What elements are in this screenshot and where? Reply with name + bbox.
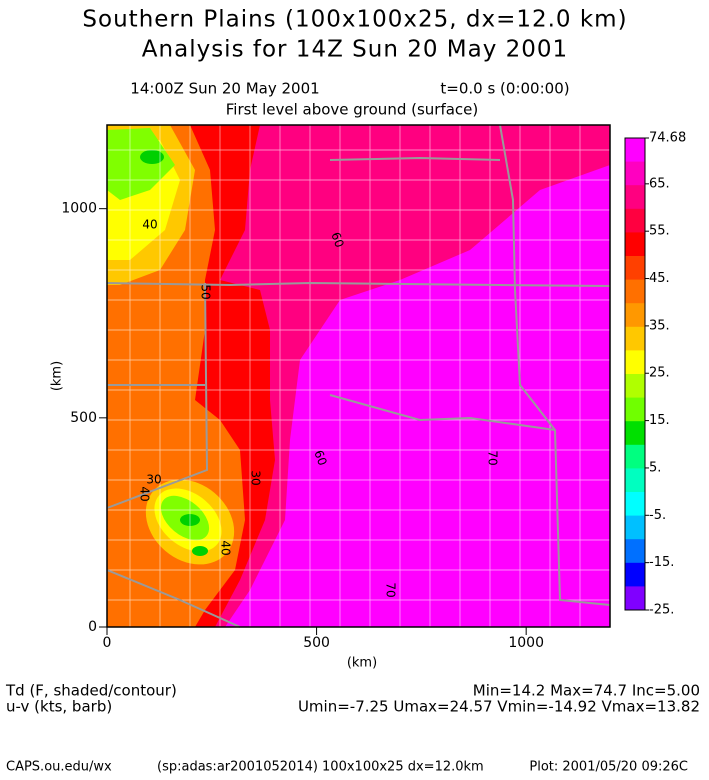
contour-labels: 40 50 60 30 40 40 30 60 70 70 — [138, 218, 500, 598]
vector-label: u-v (kts, barb) — [6, 698, 112, 716]
colorbar-frame — [624, 137, 646, 611]
colorbar-swatch — [625, 303, 645, 328]
contour-label: 70 — [384, 582, 398, 597]
colorbar-swatch — [625, 515, 645, 540]
colorbar-swatch — [625, 492, 645, 517]
wind-stats: Umin=-7.25 Umax=24.57 Vmin=-14.92 Vmax=1… — [298, 698, 700, 716]
colorbar-label: 15. — [649, 413, 670, 428]
contour-label: 30 — [146, 473, 161, 487]
colorbar-swatch — [625, 397, 645, 422]
plot-frame — [106, 124, 611, 628]
colorbar-swatch — [625, 185, 645, 210]
colorbar-label: -5. — [649, 508, 666, 523]
colorbar-swatch — [625, 326, 645, 351]
x-tick-label: 0 — [103, 635, 112, 651]
contour-label: 60 — [311, 448, 329, 467]
contour-label: 40 — [142, 218, 157, 232]
plot-time: Plot: 2001/05/20 09:26C — [529, 760, 688, 775]
run-info: (sp:adas:ar2001052014) 100x100x25 dx=12.… — [157, 760, 484, 775]
y-tick-label: 1000 — [61, 201, 97, 217]
y-tick-label: 500 — [70, 410, 97, 426]
subtitle: Analysis for 14Z Sun 20 May 2001 — [142, 37, 568, 63]
title: Southern Plains (100x100x25, dx=12.0 km) — [82, 7, 627, 33]
y-tick-label: 0 — [88, 619, 97, 635]
x-axis-label: (km) — [347, 656, 377, 671]
colorbar-label: -15. — [649, 555, 674, 570]
colorbar-swatch — [625, 444, 645, 469]
colorbar-swatch — [625, 468, 645, 493]
colorbar-swatch — [625, 539, 645, 564]
field-label: Td (F, shaded/contour) — [5, 682, 177, 700]
contour-label: 50 — [199, 284, 213, 299]
colorbar-swatch — [625, 232, 645, 257]
colorbar-swatch — [625, 374, 645, 399]
contour-label: 70 — [486, 450, 500, 465]
contour-label: 40 — [138, 486, 152, 501]
colorbar-swatch — [625, 256, 645, 281]
colorbar-swatch — [625, 586, 645, 611]
colorbar-label: -25. — [649, 603, 674, 618]
y-axis-label: (km) — [50, 361, 65, 391]
colorbar-swatch — [625, 562, 645, 587]
site: CAPS.ou.edu/wx — [6, 760, 112, 775]
field — [106, 124, 611, 628]
colorbar-label: 74.68 — [649, 131, 686, 146]
colorbar-label: 25. — [649, 366, 670, 381]
colorbar-label: 5. — [649, 460, 661, 475]
colorbar-swatch — [625, 421, 645, 446]
contour-label: 30 — [249, 470, 263, 485]
colorbar-label: 65. — [649, 176, 670, 191]
x-tick-label: 500 — [303, 635, 330, 651]
colorbar-swatch — [625, 350, 645, 375]
x-tick-label: 1000 — [508, 635, 544, 651]
colorbar-label: 55. — [649, 224, 670, 239]
contour-label: 40 — [219, 540, 233, 555]
colorbar-swatch — [625, 208, 645, 233]
colorbar-swatch — [625, 138, 645, 163]
colorbar-swatch — [625, 279, 645, 304]
colorbar-label: 35. — [649, 318, 670, 333]
model-time: t=0.0 s (0:00:00) — [440, 80, 569, 98]
contour-label: 60 — [328, 230, 346, 249]
field-stats: Min=14.2 Max=74.7 Inc=5.00 — [473, 682, 700, 700]
time: 14:00Z Sun 20 May 2001 — [130, 80, 319, 98]
colorbar-swatch — [625, 161, 645, 186]
colorbar-label: 45. — [649, 271, 670, 286]
level: First level above ground (surface) — [226, 101, 479, 119]
